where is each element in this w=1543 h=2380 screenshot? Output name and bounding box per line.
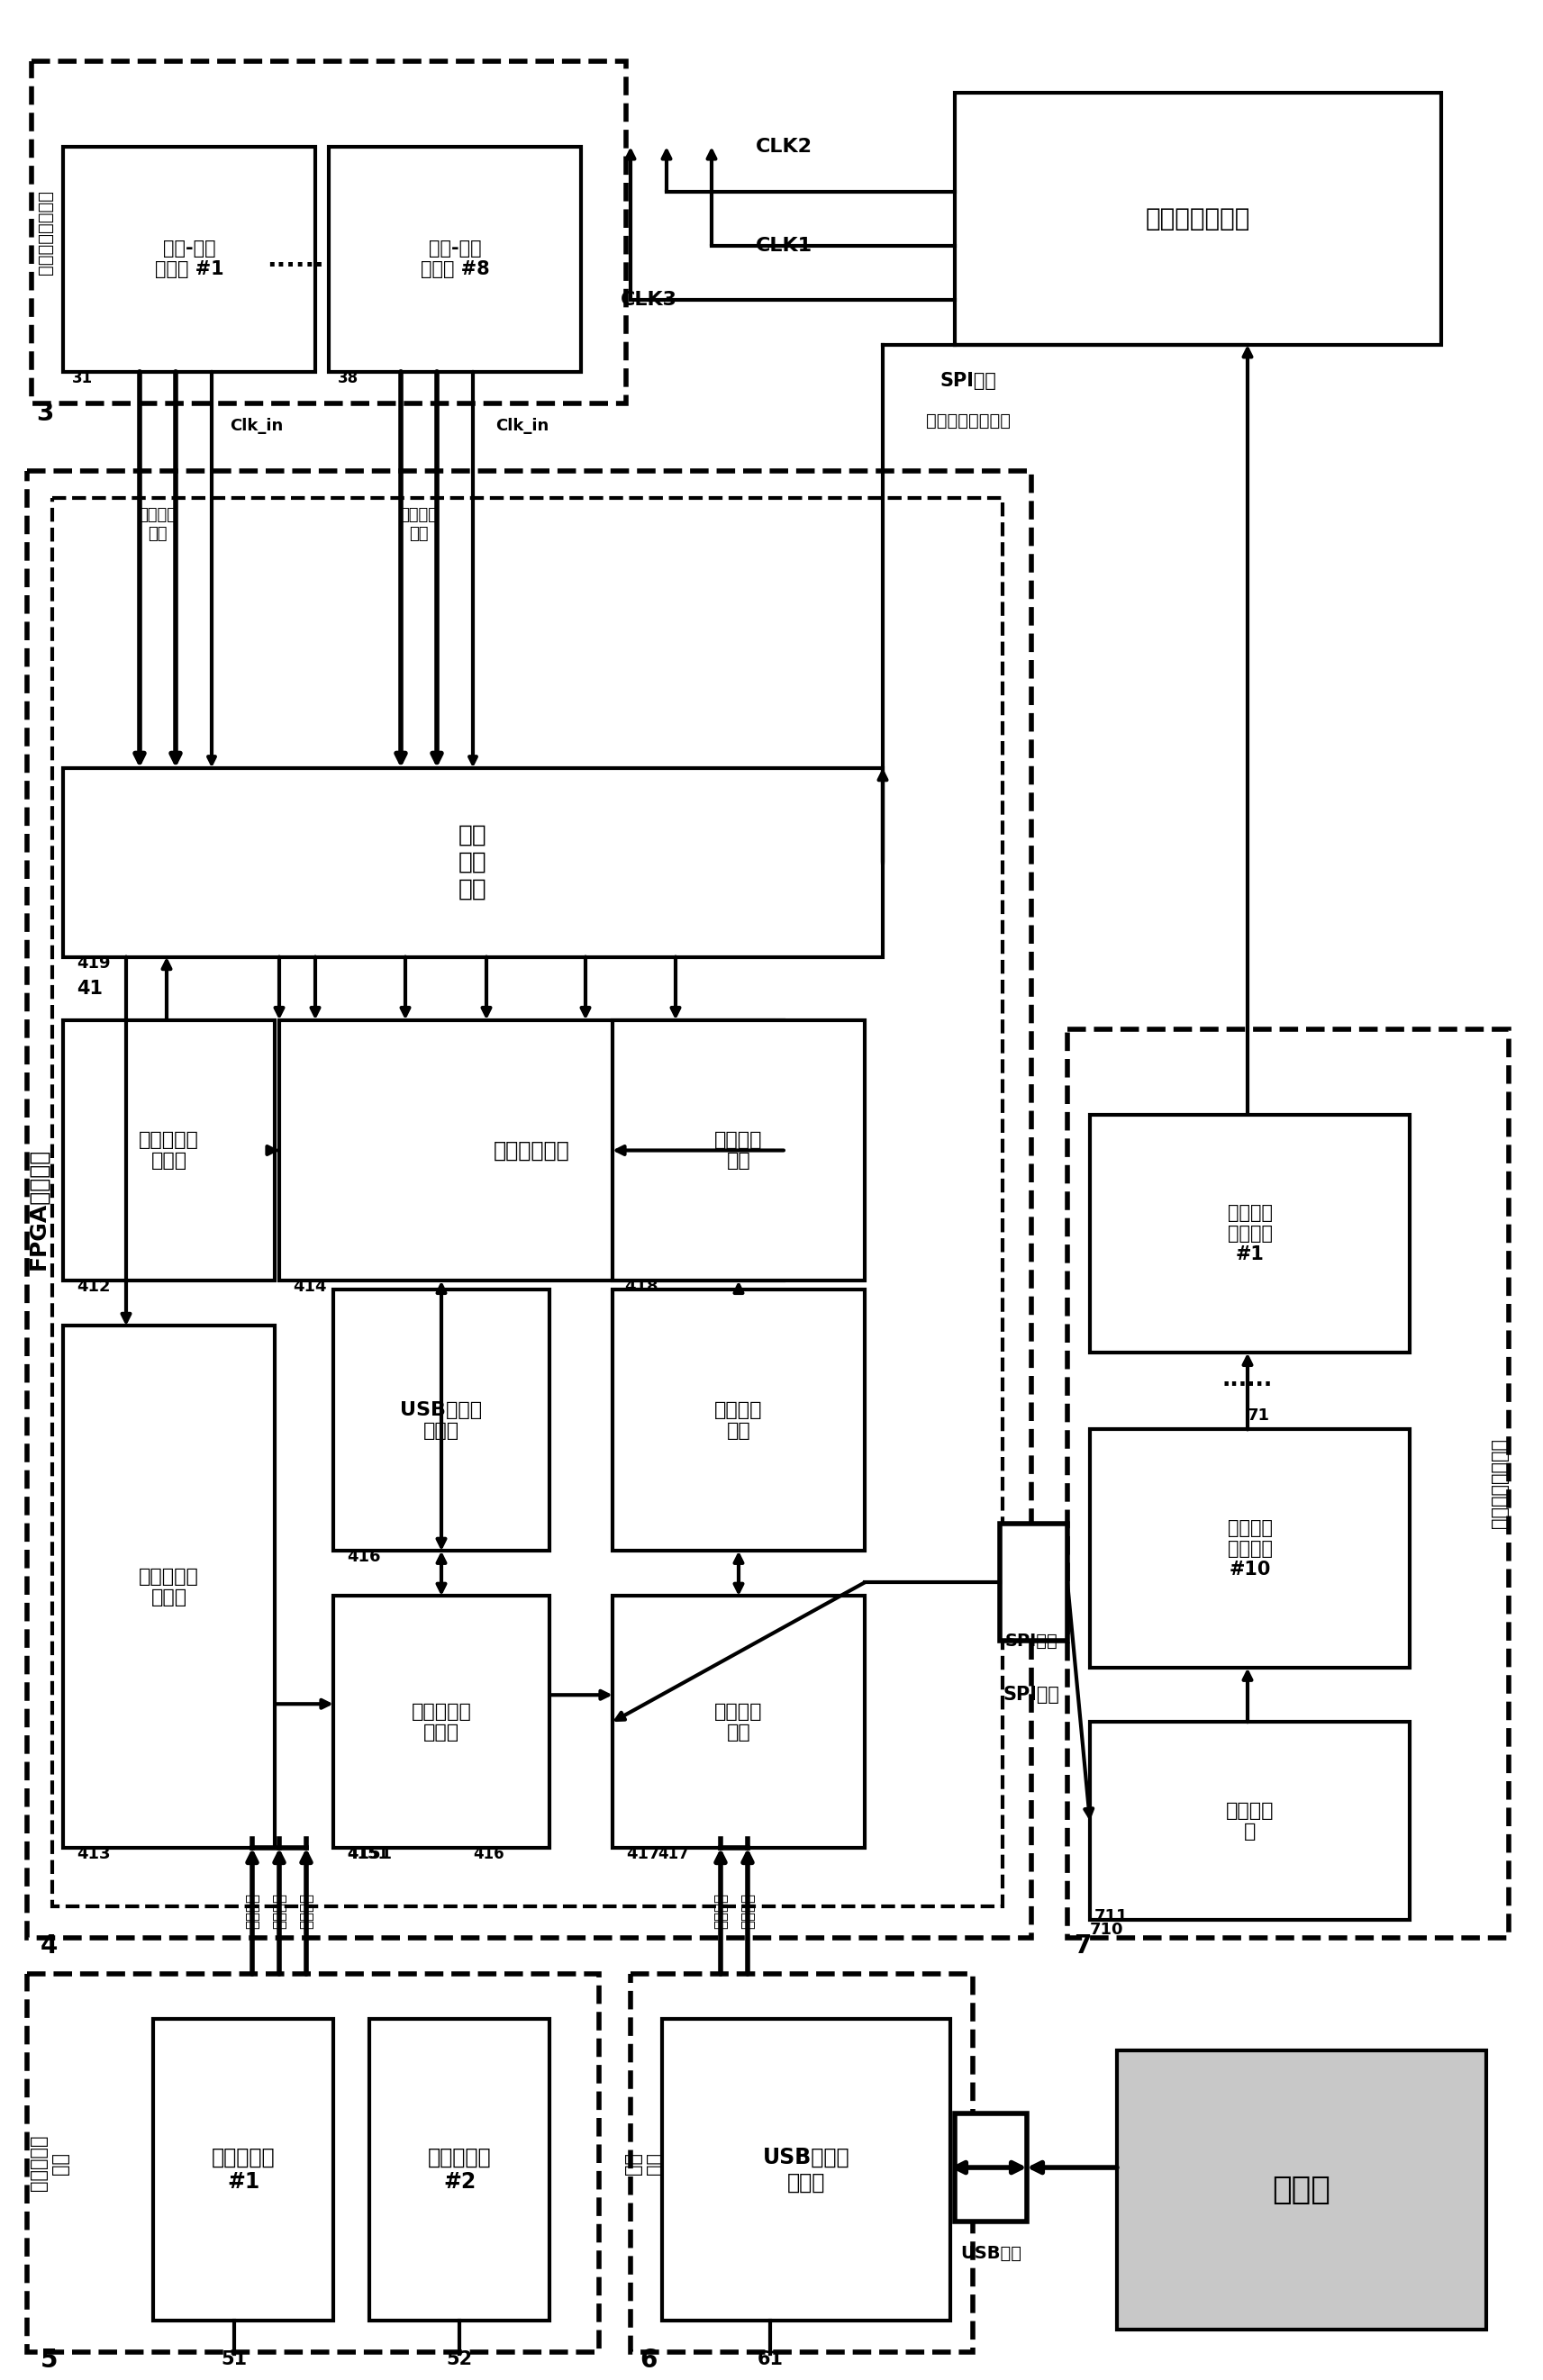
Text: 7: 7 [1074, 1933, 1091, 1959]
Text: Clk_in: Clk_in [495, 416, 549, 433]
Bar [1089, 1723, 1410, 1921]
Bar [1000, 1523, 1068, 1640]
Bar [662, 2018, 950, 2320]
Bar [369, 2018, 549, 2320]
Text: USB读写控
制单元: USB读写控 制单元 [400, 1402, 483, 1440]
Text: 数据读出缓
存单元: 数据读出缓 存单元 [412, 1702, 472, 1742]
Text: 711: 711 [1094, 1909, 1128, 1925]
Bar [63, 148, 315, 371]
Text: 模拟电压偏置信号: 模拟电压偏置信号 [926, 412, 1011, 431]
Text: 高速图像传感器: 高速图像传感器 [1145, 207, 1250, 231]
Text: 快速存储器
#2: 快速存储器 #2 [427, 2147, 491, 2192]
Text: 快速存储器
#1: 快速存储器 #1 [211, 2147, 275, 2192]
Text: 417: 417 [626, 1847, 660, 1864]
Text: 存储阵列控
制单元: 存储阵列控 制单元 [139, 1568, 199, 1606]
Bar [63, 1326, 275, 1847]
Text: CLK3: CLK3 [620, 290, 677, 309]
Text: 71: 71 [1248, 1409, 1270, 1423]
Text: 通讯
模块: 通讯 模块 [625, 2152, 663, 2175]
Text: 数据总线: 数据总线 [244, 1892, 261, 1930]
Text: 偏置控制
单元: 偏置控制 单元 [714, 1702, 762, 1742]
Text: 数据写入缓
存单元: 数据写入缓 存单元 [139, 1130, 199, 1171]
Text: 高速数据传输模块: 高速数据传输模块 [37, 190, 54, 274]
Text: 38: 38 [338, 369, 358, 386]
Text: 3: 3 [35, 400, 54, 426]
Text: FPGA控制模块: FPGA控制模块 [28, 1147, 49, 1271]
Text: SPI接口: SPI接口 [1004, 1633, 1058, 1649]
Text: 5: 5 [40, 2347, 59, 2373]
Text: 412: 412 [77, 1278, 111, 1295]
Bar [1089, 1430, 1410, 1668]
Bar [52, 497, 1003, 1906]
Bar [631, 1973, 972, 2351]
Bar [63, 769, 883, 957]
Text: 串行数据
总线: 串行数据 总线 [139, 507, 177, 543]
Bar [333, 1597, 549, 1847]
Text: 控制总线: 控制总线 [298, 1892, 315, 1930]
Text: 时钟产生
单元: 时钟产生 单元 [714, 1130, 762, 1171]
Text: CLK1: CLK1 [755, 236, 812, 255]
Bar [31, 62, 626, 402]
Bar [279, 1021, 784, 1280]
Text: CLK2: CLK2 [755, 138, 812, 155]
Text: 4151: 4151 [347, 1847, 389, 1864]
Bar [613, 1597, 864, 1847]
Text: 51: 51 [221, 2349, 247, 2368]
Text: 参数配置
单元: 参数配置 单元 [714, 1402, 762, 1440]
Text: 模拟电压
输出单元
#10: 模拟电压 输出单元 #10 [1227, 1518, 1273, 1578]
Text: 4: 4 [40, 1933, 59, 1959]
Text: 41: 41 [77, 978, 103, 997]
Bar [329, 148, 582, 371]
Bar [613, 1290, 864, 1552]
Text: SPI接口: SPI接口 [940, 371, 997, 390]
Text: ......: ...... [267, 248, 324, 271]
Bar [955, 93, 1441, 345]
Bar [1068, 1028, 1509, 1937]
Text: USB接口: USB接口 [960, 2244, 1021, 2261]
Text: 指令解析单元: 指令解析单元 [494, 1140, 569, 1161]
Text: 416: 416 [472, 1847, 505, 1864]
Bar [1117, 2052, 1486, 2330]
Text: 控制总线: 控制总线 [739, 1892, 756, 1930]
Text: 417: 417 [657, 1847, 688, 1864]
Bar [955, 2113, 1026, 2221]
Text: 地址总线: 地址总线 [272, 1892, 287, 1930]
Text: 31: 31 [73, 369, 93, 386]
Text: 413: 413 [77, 1847, 111, 1864]
Text: 数据
整理
单元: 数据 整理 单元 [458, 823, 488, 902]
Text: 416: 416 [347, 1549, 381, 1566]
Text: 电压基准
源: 电压基准 源 [1225, 1802, 1275, 1840]
Text: SPI接口: SPI接口 [1003, 1685, 1060, 1704]
Text: 阵列式存储
模块: 阵列式存储 模块 [29, 2135, 69, 2192]
Text: 上位机: 上位机 [1273, 2175, 1330, 2206]
Text: ......: ...... [1222, 1368, 1273, 1390]
Bar [613, 1021, 864, 1280]
Text: 414: 414 [293, 1278, 327, 1295]
Bar [1089, 1114, 1410, 1352]
Text: 418: 418 [625, 1278, 659, 1295]
Bar [63, 1021, 275, 1280]
Text: 4151: 4151 [347, 1847, 392, 1864]
Bar [28, 471, 1031, 1937]
Text: 419: 419 [77, 954, 111, 971]
Text: 串行数据
总线: 串行数据 总线 [400, 507, 438, 543]
Text: 数据总线: 数据总线 [713, 1892, 728, 1930]
Text: Clk_in: Clk_in [230, 416, 284, 433]
Text: 模拟电压
输出单元
#1: 模拟电压 输出单元 #1 [1227, 1204, 1273, 1264]
Text: 并行-串行
转换器 #1: 并行-串行 转换器 #1 [154, 240, 224, 278]
Text: 52: 52 [446, 2349, 472, 2368]
Bar [28, 1973, 599, 2351]
Text: 6: 6 [639, 2347, 657, 2373]
Text: USB协议微
处理器: USB协议微 处理器 [762, 2147, 850, 2192]
Bar [333, 1290, 549, 1552]
Text: 710: 710 [1089, 1921, 1123, 1937]
Text: 61: 61 [758, 2349, 784, 2368]
Text: 并行-串行
转换器 #8: 并行-串行 转换器 #8 [420, 240, 489, 278]
Text: 可调偏置输出模块: 可调偏置输出模块 [1491, 1438, 1509, 1528]
Bar [153, 2018, 333, 2320]
